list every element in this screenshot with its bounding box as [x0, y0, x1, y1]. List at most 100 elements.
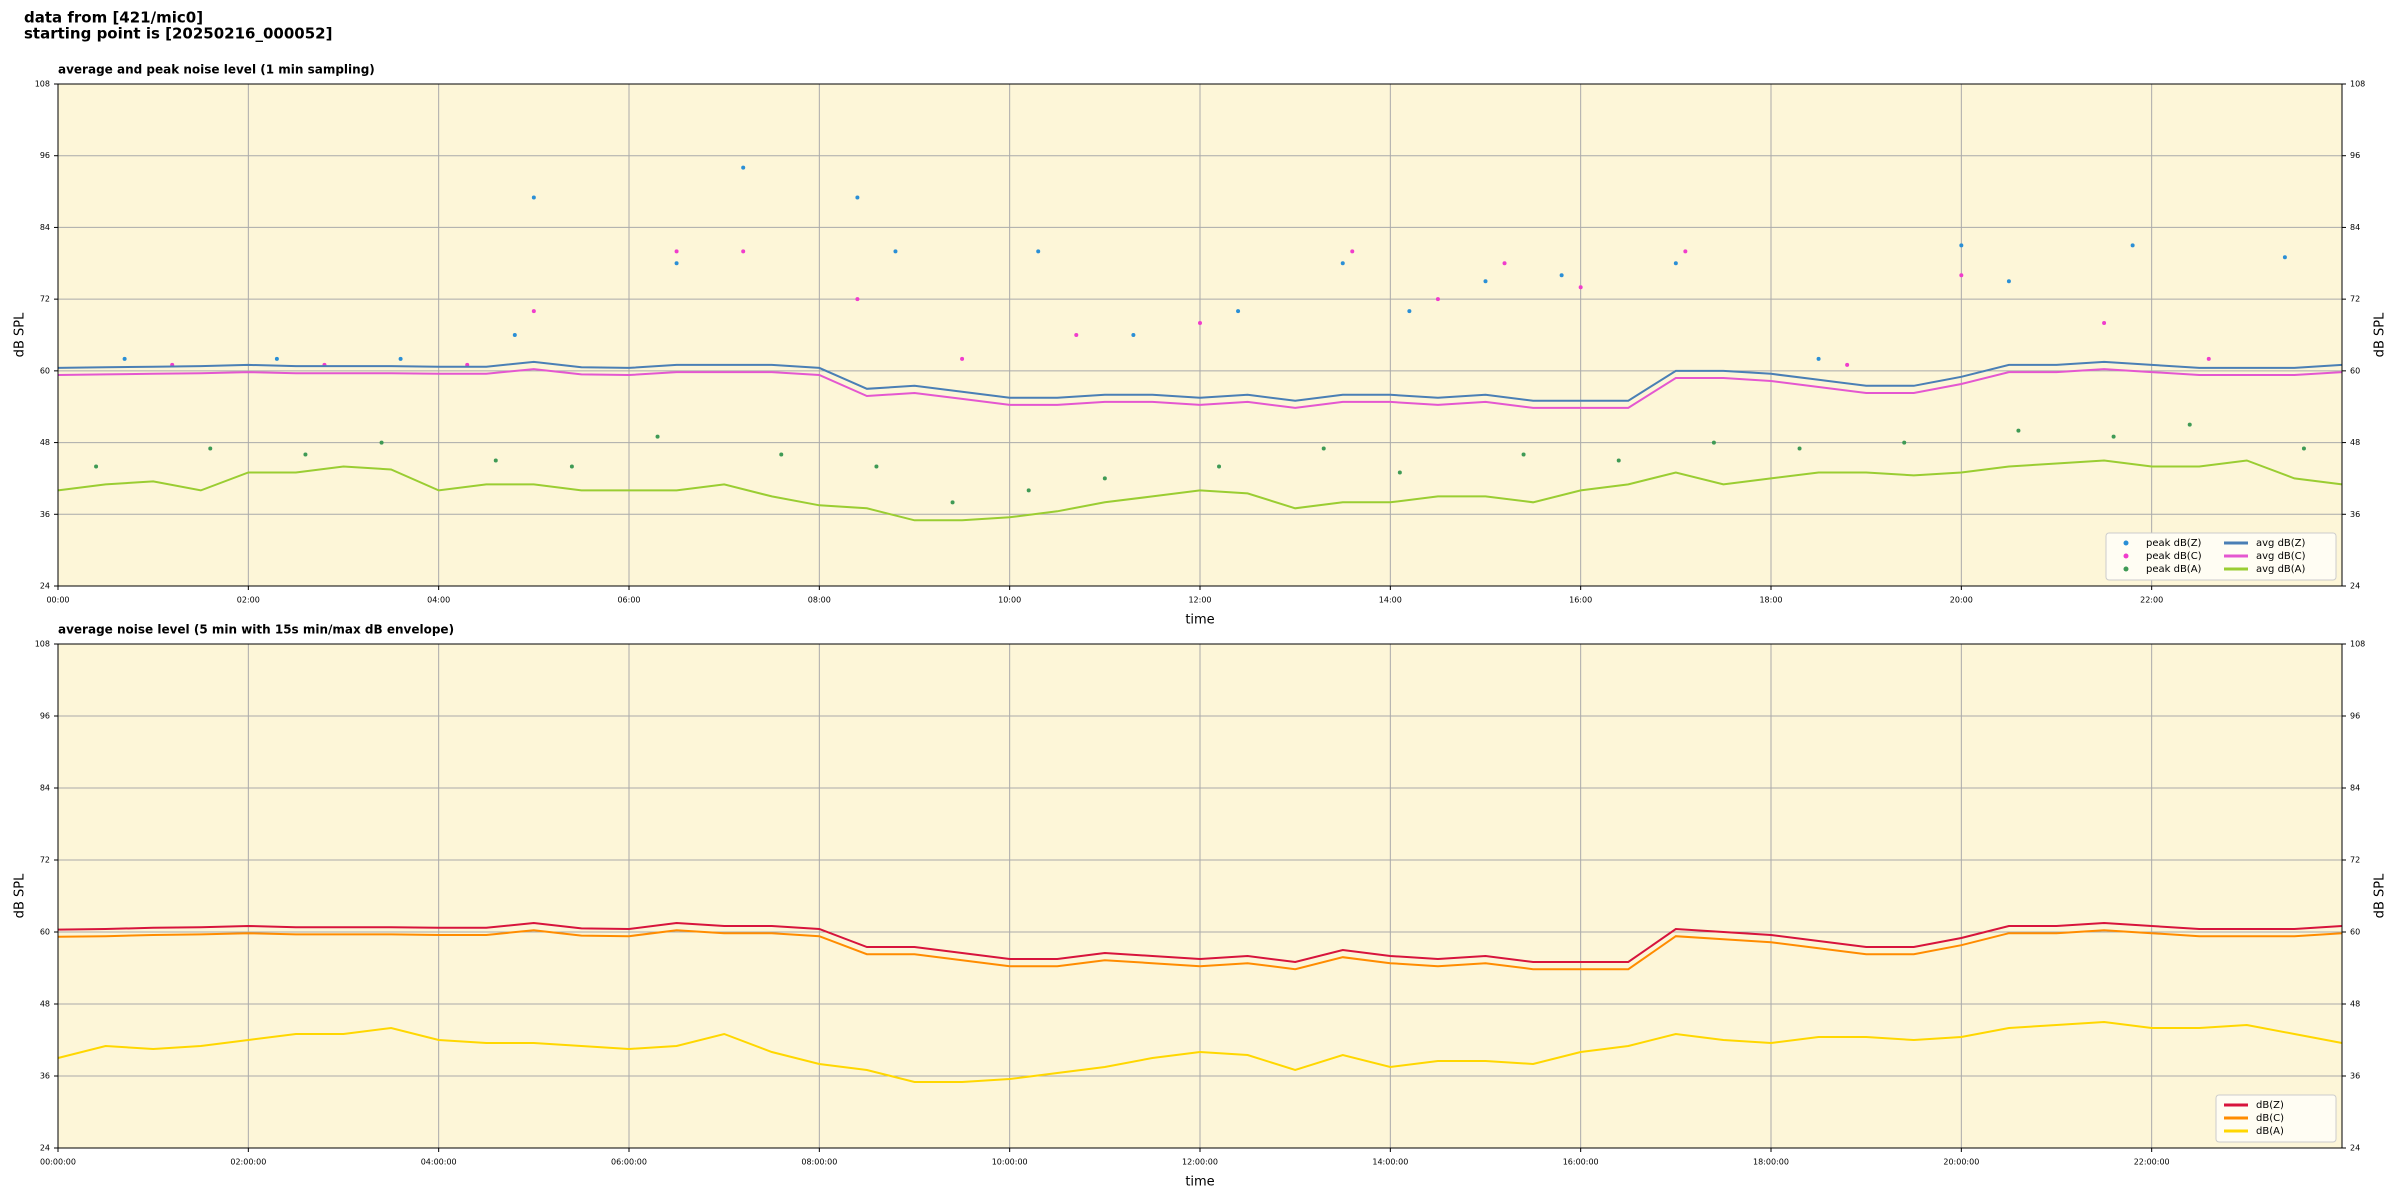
peak-point — [398, 356, 403, 361]
peak-point — [2187, 422, 2192, 427]
legend-marker — [2123, 566, 2129, 572]
peak-point — [1026, 488, 1031, 493]
x-tick-label: 18:00 — [1759, 596, 1782, 605]
x-tick-label: 00:00:00 — [40, 1158, 76, 1167]
x-tick-label: 14:00 — [1379, 596, 1402, 605]
x-tick-label: 22:00:00 — [2134, 1158, 2170, 1167]
x-tick-label: 08:00:00 — [801, 1158, 837, 1167]
peak-point — [1816, 356, 1821, 361]
y2-tick-label: 72 — [2350, 856, 2360, 865]
legend-label: peak dB(Z) — [2146, 538, 2202, 549]
legend-label: avg dB(A) — [2256, 564, 2306, 575]
legend-marker — [2123, 540, 2129, 546]
peak-point — [1074, 333, 1079, 337]
peak-point — [674, 261, 679, 266]
series-line — [57, 368, 2343, 409]
peak-point — [741, 165, 746, 170]
plot-frame — [57, 643, 2343, 1149]
peak-point — [1407, 309, 1412, 314]
peak-point — [1483, 279, 1488, 284]
peak-point — [855, 195, 860, 200]
peak-point — [2016, 428, 2021, 433]
peak-point — [2206, 356, 2211, 361]
peak-point — [1959, 273, 1964, 278]
x-tick-label: 16:00 — [1569, 596, 1592, 605]
legend-label: dB(Z) — [2256, 1100, 2284, 1111]
x-tick-label: 08:00 — [808, 596, 831, 605]
peak-point — [1902, 440, 1907, 445]
y2-tick-label: 84 — [2350, 784, 2360, 793]
y2-tick-label: 48 — [2350, 438, 2360, 447]
x-axis-label: time — [1185, 1175, 1214, 1190]
peak-point — [122, 356, 127, 361]
peak-point — [1102, 476, 1107, 481]
x-tick-label: 04:00:00 — [421, 1158, 457, 1167]
peak-point — [1559, 273, 1564, 278]
x-tick-label: 10:00:00 — [992, 1158, 1028, 1167]
peak-point — [2006, 279, 2011, 284]
y-tick-label: 36 — [40, 1072, 50, 1081]
y2-tick-label: 108 — [2350, 80, 2365, 89]
legend-label: peak dB(C) — [2146, 551, 2202, 562]
peak-point — [2282, 255, 2287, 260]
peak-point — [2102, 321, 2107, 326]
peak-point — [1350, 249, 1355, 254]
y-tick-label: 84 — [40, 784, 50, 793]
x-tick-label: 18:00:00 — [1753, 1158, 1789, 1167]
peak-point — [1198, 321, 1202, 326]
x-tick-label: 20:00:00 — [1943, 1158, 1979, 1167]
peak-point — [1435, 297, 1440, 302]
y-tick-label: 60 — [40, 928, 50, 937]
x-tick-label: 00:00 — [46, 596, 69, 605]
peak-point — [2130, 243, 2135, 248]
x-axis-label: time — [1185, 613, 1214, 628]
header-line: data from [421/mic0] — [24, 9, 203, 27]
x-tick-label: 02:00 — [237, 596, 260, 605]
legend-label: dB(A) — [2256, 1126, 2284, 1137]
y2-axis-label: dB SPL — [2373, 312, 2388, 357]
peak-point — [1578, 285, 1583, 290]
y-axis-label: dB SPL — [13, 312, 28, 357]
peak-point — [1131, 333, 1136, 337]
peak-point — [741, 249, 746, 254]
y-tick-label: 84 — [40, 223, 50, 232]
peak-point — [1217, 464, 1222, 469]
y-tick-label: 24 — [40, 1144, 50, 1153]
y-tick-label: 108 — [35, 80, 50, 89]
peak-point — [893, 249, 898, 254]
series-line — [57, 1020, 2343, 1083]
x-tick-label: 06:00:00 — [611, 1158, 647, 1167]
y2-tick-label: 36 — [2350, 1072, 2360, 1081]
series-line — [57, 921, 2343, 964]
y-tick-label: 96 — [40, 151, 50, 160]
x-tick-label: 12:00 — [1188, 596, 1211, 605]
x-tick-label: 04:00 — [427, 596, 450, 605]
peak-point — [874, 464, 879, 469]
y-tick-label: 108 — [35, 640, 50, 649]
series-line — [57, 929, 2343, 971]
peak-point — [1340, 261, 1345, 266]
y2-axis-label: dB SPL — [2373, 873, 2388, 918]
y-axis-label: dB SPL — [13, 873, 28, 918]
y2-tick-label: 96 — [2350, 151, 2360, 160]
legend-label: dB(C) — [2256, 1113, 2284, 1124]
peak-point — [1397, 470, 1402, 475]
peak-point — [2111, 434, 2116, 439]
peak-point — [1959, 243, 1964, 248]
y-tick-label: 72 — [40, 295, 50, 304]
header-line: starting point is [20250216_000052] — [24, 25, 332, 43]
series-line — [57, 459, 2343, 522]
x-tick-label: 06:00 — [617, 596, 640, 605]
x-tick-label: 16:00:00 — [1563, 1158, 1599, 1167]
peak-point — [950, 500, 955, 505]
peak-point — [960, 356, 965, 361]
peak-point — [855, 297, 860, 302]
chart-title: average and peak noise level (1 min samp… — [58, 63, 375, 77]
peak-point — [1673, 261, 1678, 266]
y2-tick-label: 24 — [2350, 582, 2360, 591]
peak-point — [1321, 446, 1326, 451]
x-tick-label: 20:00 — [1950, 596, 1973, 605]
x-tick-label: 22:00 — [2140, 596, 2163, 605]
